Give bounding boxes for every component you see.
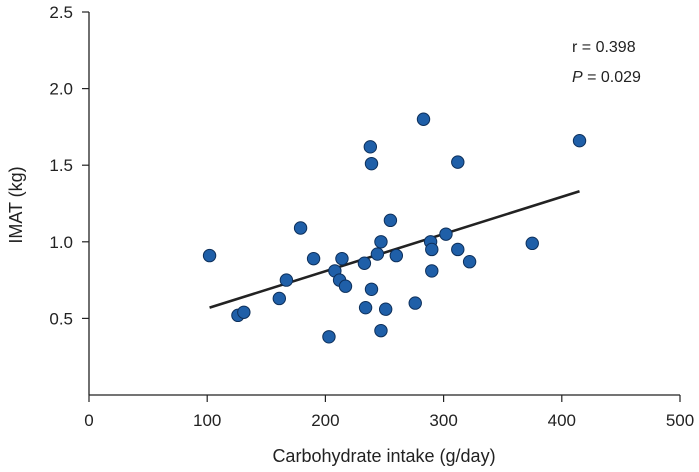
data-point xyxy=(383,213,398,228)
y-tick-label: 1.5 xyxy=(49,156,73,175)
data-point xyxy=(322,330,336,344)
p-value-text: = 0.029 xyxy=(583,69,641,86)
data-point xyxy=(525,236,539,251)
axes xyxy=(88,12,680,396)
data-point xyxy=(462,255,477,269)
data-point xyxy=(370,247,385,261)
x-tick-label: 100 xyxy=(193,411,221,430)
data-point xyxy=(358,300,373,315)
y-tick-label: 1.0 xyxy=(49,233,73,252)
x-axis-title: Carbohydrate intake (g/day) xyxy=(272,446,495,466)
data-points xyxy=(202,112,587,344)
data-point xyxy=(363,140,378,154)
x-tick-label: 300 xyxy=(429,411,457,430)
data-point xyxy=(425,242,439,257)
p-value-label: P = 0.029 xyxy=(572,69,641,86)
data-point xyxy=(272,291,287,306)
data-point xyxy=(364,282,379,296)
ticks: 0 100 200 300 400 500 0.5 1.0 1.5 2.0 2.5 xyxy=(49,3,694,430)
x-tick-label: 500 xyxy=(666,411,694,430)
x-tick-label: 200 xyxy=(311,411,339,430)
y-tick-label: 2.5 xyxy=(49,3,73,22)
data-point xyxy=(374,323,388,338)
correlation-label: r = 0.398 xyxy=(572,39,636,56)
data-point xyxy=(357,256,372,270)
y-tick-label: 0.5 xyxy=(49,309,73,328)
y-axis-title: IMAT (kg) xyxy=(6,166,26,243)
x-tick-label: 400 xyxy=(548,411,576,430)
data-point xyxy=(237,305,251,319)
data-point xyxy=(451,155,465,169)
data-point xyxy=(293,221,308,235)
data-point xyxy=(374,235,388,249)
data-point xyxy=(439,227,453,241)
data-point xyxy=(572,133,587,148)
p-symbol: P xyxy=(572,69,583,86)
data-point xyxy=(416,112,431,126)
data-point xyxy=(408,296,422,310)
data-point xyxy=(202,248,217,263)
data-point xyxy=(389,248,404,263)
data-point xyxy=(335,251,349,266)
data-point xyxy=(378,302,393,316)
x-tick-label: 0 xyxy=(84,411,93,430)
y-tick-label: 2.0 xyxy=(49,80,73,99)
data-point xyxy=(279,273,294,287)
data-point xyxy=(451,242,465,257)
data-point xyxy=(364,156,379,171)
data-point xyxy=(338,279,353,293)
data-point xyxy=(306,251,321,266)
data-point xyxy=(425,264,439,278)
